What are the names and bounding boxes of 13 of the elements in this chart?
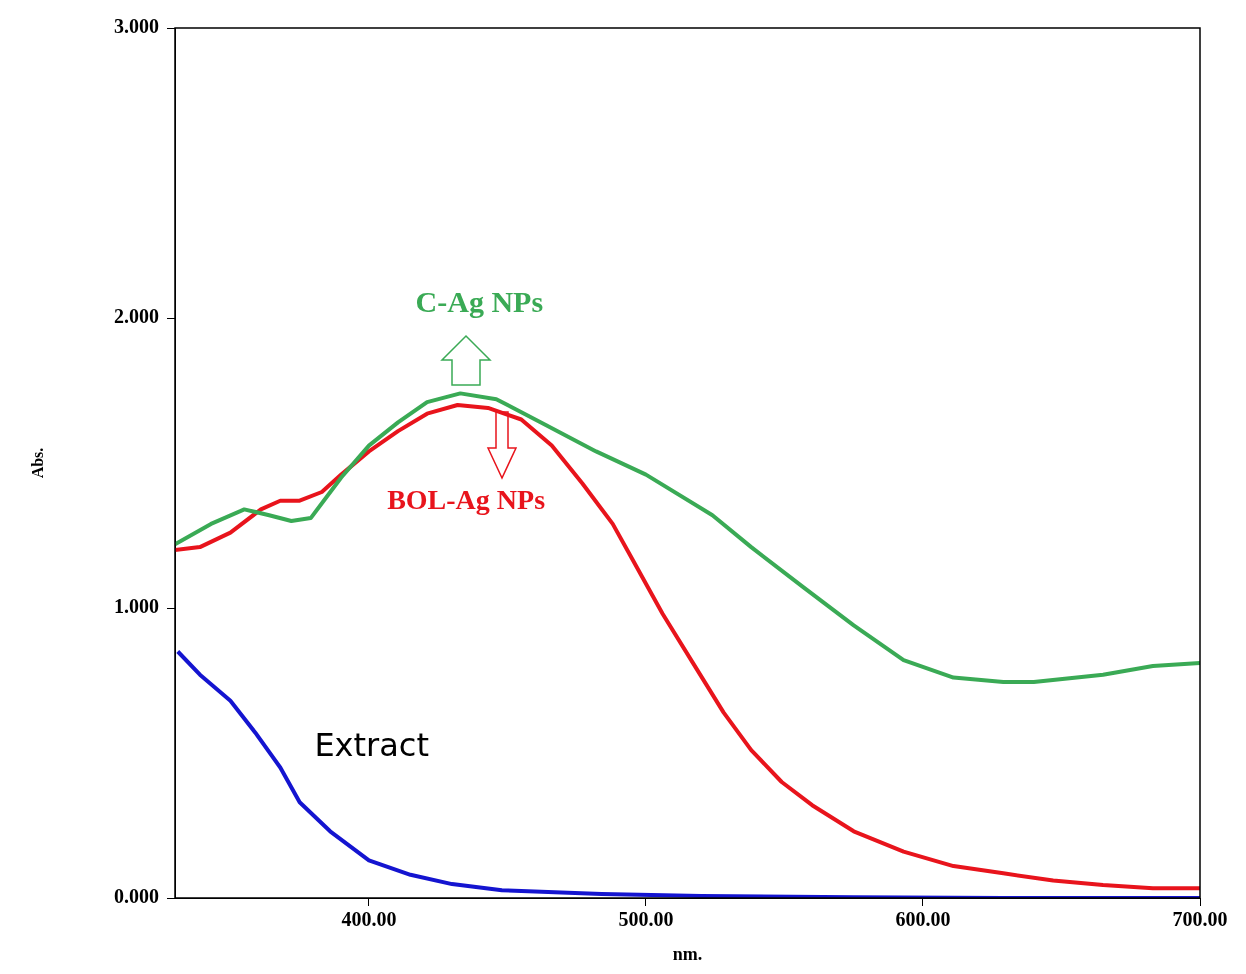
y-tick-label: 3.000: [114, 15, 159, 38]
annotation: C-Ag NPs: [415, 285, 544, 319]
y-tick-label: 0.000: [114, 885, 159, 908]
y-tick-label: 1.000: [114, 595, 159, 618]
x-tick-label: 500.00: [618, 908, 674, 931]
x-tick-label: 700.00: [1172, 908, 1228, 931]
x-tick-label: 600.00: [895, 908, 951, 931]
annotation: BOL-Ag NPs: [387, 484, 546, 516]
x-tick-label: 400.00: [341, 908, 397, 931]
annotation: Extract: [314, 725, 429, 764]
x-axis-title: nm.: [672, 943, 703, 964]
y-tick-label: 2.000: [114, 305, 159, 328]
y-axis-title: Abs.: [28, 447, 46, 479]
